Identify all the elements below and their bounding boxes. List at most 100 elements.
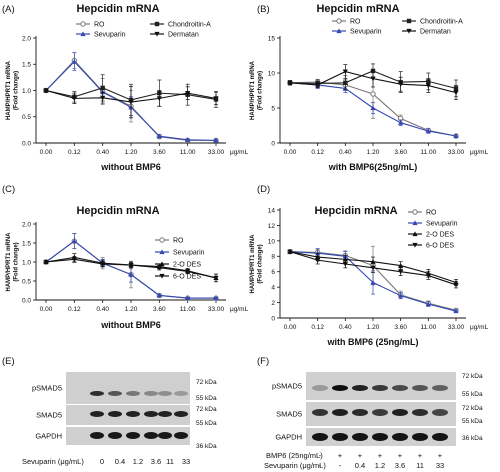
y-tick-label: 1.5 xyxy=(22,62,31,69)
legend-item-marker xyxy=(412,231,418,237)
x-tick-label: 1.20 xyxy=(367,324,380,331)
y-tick-label: 15 xyxy=(268,35,276,42)
SMAD5-band xyxy=(392,409,408,416)
y-axis-label: HAMP/HPRT1 mRNA xyxy=(250,60,256,120)
data-point xyxy=(185,91,191,96)
legend-label: Chondroitin-A xyxy=(168,22,211,29)
GAPDH-band xyxy=(412,433,428,441)
data-point xyxy=(398,269,404,275)
SMAD5-band xyxy=(332,409,348,416)
pSMAD5-band xyxy=(108,391,122,396)
SMAD5-band xyxy=(432,409,448,416)
y-tick-label: 5 xyxy=(271,105,275,112)
x-tick-label: 0.12 xyxy=(311,324,324,331)
pSMAD5-band xyxy=(158,391,172,396)
x-axis-label: without BMP6 xyxy=(100,320,161,330)
pSMAD5-band xyxy=(372,385,388,391)
y-tick-label: 0.5 xyxy=(22,114,31,121)
legend-item-marker xyxy=(412,209,418,215)
kda-label: 72 kDa xyxy=(462,373,483,380)
x-tick-label: 33.00 xyxy=(448,324,465,331)
legend-item-marker xyxy=(412,242,418,248)
GAPDH-band xyxy=(372,433,388,441)
data-point xyxy=(43,259,49,265)
data-point xyxy=(213,96,219,101)
x-tick-label: 0.00 xyxy=(284,324,297,331)
x-unit-label: μg/mL xyxy=(230,149,249,156)
lane-label: - xyxy=(319,451,322,460)
y-axis-label: (Fold change) xyxy=(14,71,20,110)
SMAD5-band xyxy=(158,411,172,417)
series-6-o-des xyxy=(287,249,459,289)
data-point xyxy=(398,293,404,298)
SMAD5-band xyxy=(90,411,104,417)
SMAD5-band xyxy=(174,411,188,417)
legend-label: Chondroitin-A xyxy=(420,19,463,26)
x-tick-label: 0.40 xyxy=(96,306,109,313)
SMAD5-band xyxy=(312,409,328,416)
chart-title: Hepcidin mRNA xyxy=(316,3,399,15)
y-tick-label: 2 xyxy=(271,300,275,307)
GAPDH-band xyxy=(392,433,408,441)
legend-label: Dermatan xyxy=(420,29,451,36)
data-point xyxy=(287,80,293,86)
lane-label: 0.4 xyxy=(355,461,365,470)
y-tick-label: 1.0 xyxy=(22,88,31,95)
legend-label: Sevuparin xyxy=(173,250,205,257)
data-point xyxy=(287,249,293,255)
data-point xyxy=(398,82,404,87)
blot-row-label: pSMAD5 xyxy=(32,384,62,393)
y-axis-label: HAMP/HPRT1 mRNA xyxy=(6,232,12,292)
x-tick-label: 1.20 xyxy=(125,306,138,313)
lane-label: + xyxy=(438,451,443,460)
lane-label: + xyxy=(378,451,383,460)
lane-label: + xyxy=(338,451,343,460)
data-point xyxy=(128,99,134,105)
pSMAD5-band xyxy=(432,385,448,391)
y-tick-label: 10 xyxy=(268,70,276,77)
pSMAD5-band xyxy=(352,385,368,391)
data-point xyxy=(453,90,459,96)
SMAD5-band xyxy=(372,409,388,416)
y-tick-label: 6 xyxy=(271,269,275,276)
legend-label: 2-O DES xyxy=(426,232,454,239)
x-tick-label: 0.40 xyxy=(339,324,352,331)
lane-label: 11 xyxy=(416,461,424,470)
x-tick-label: 11.00 xyxy=(420,149,436,156)
x-tick-label: 33.00 xyxy=(448,149,465,156)
pSMAD5-band xyxy=(332,385,348,391)
data-point xyxy=(185,269,191,275)
legend-item-marker xyxy=(406,18,412,24)
pSMAD5-band xyxy=(312,385,328,391)
data-point xyxy=(100,85,105,91)
legend-item-marker xyxy=(336,18,342,24)
kda-label: 72 kDa xyxy=(196,406,217,413)
lane-label: + xyxy=(398,451,403,460)
data-point xyxy=(185,295,191,301)
chart-title: Hepcidin mRNA xyxy=(76,3,159,15)
kda-label: 55 kDa xyxy=(196,420,217,427)
lane-label: 11 xyxy=(166,457,174,466)
GAPDH-band xyxy=(432,433,448,441)
x-tick-label: 0.40 xyxy=(96,149,109,156)
GAPDH-band xyxy=(312,433,328,441)
y-tick-label: 1.0 xyxy=(22,259,31,266)
lane-label: 33 xyxy=(436,461,444,470)
blot-row-label: GAPDH xyxy=(275,433,302,442)
panel-letter: (F) xyxy=(257,356,269,367)
blot-row-label: SMAD5 xyxy=(276,410,302,419)
data-point xyxy=(213,137,219,143)
legend-item-marker xyxy=(80,31,86,37)
data-point xyxy=(370,279,376,285)
legend-label: RO xyxy=(350,19,361,26)
legend-item-marker xyxy=(159,273,165,279)
pSMAD5-band xyxy=(412,385,428,391)
lane-label: - xyxy=(319,461,322,470)
x-tick-label: 11.00 xyxy=(420,324,436,331)
panel-letter: (D) xyxy=(257,184,270,195)
data-point xyxy=(128,271,134,277)
data-point xyxy=(71,257,77,262)
series-dermatan xyxy=(287,64,459,100)
x-tick-label: 0.00 xyxy=(284,149,297,156)
